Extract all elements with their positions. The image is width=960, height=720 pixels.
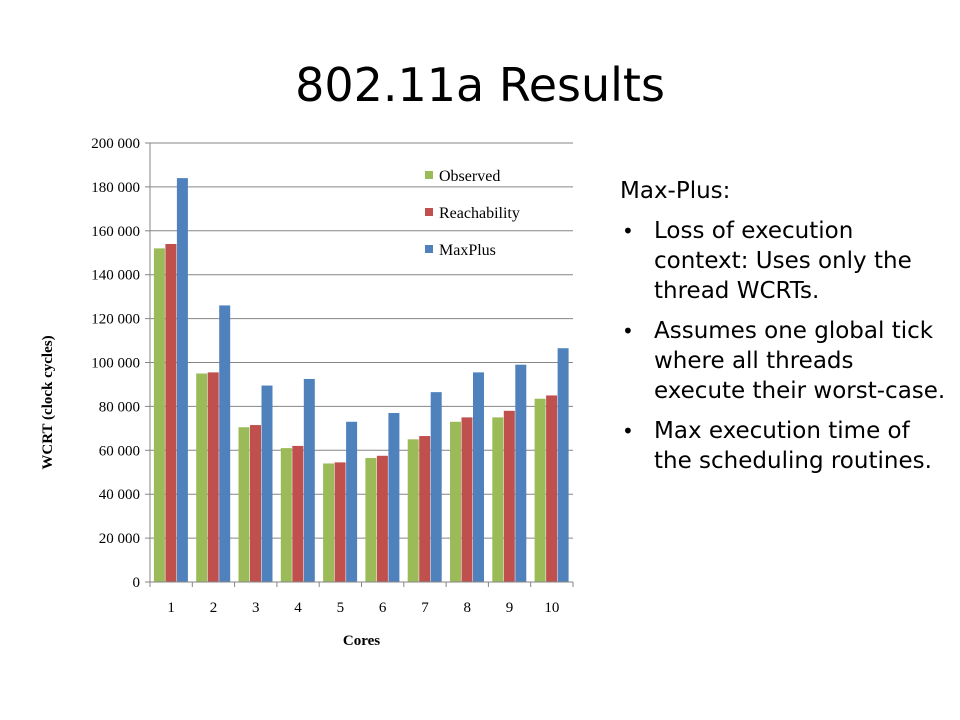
side-notes: Max-Plus: • Loss of execution context: Us… bbox=[620, 176, 950, 486]
legend-label-maxplus: MaxPlus bbox=[439, 242, 496, 259]
bar-reachability-10 bbox=[546, 395, 558, 582]
bar-maxplus-5 bbox=[346, 421, 358, 582]
bullet-item: • Max execution time of the scheduling ro… bbox=[620, 416, 950, 476]
bar-reachability-7 bbox=[419, 436, 431, 582]
bar-reachability-1 bbox=[165, 243, 177, 582]
bullet-icon: • bbox=[622, 319, 634, 343]
x-tick-label: 9 bbox=[506, 600, 514, 616]
y-tick-label: 0 bbox=[133, 575, 141, 591]
y-tick-label: 20 000 bbox=[99, 531, 140, 547]
x-tick-label: 5 bbox=[337, 600, 345, 616]
y-tick-label: 120 000 bbox=[91, 312, 140, 328]
legend-swatch-observed bbox=[425, 171, 433, 179]
legend-swatch-maxplus bbox=[425, 245, 433, 253]
bar-reachability-2 bbox=[207, 372, 219, 582]
x-axis-ticks: 1 2 3 4 5 6 7 8 9 10 bbox=[149, 582, 574, 616]
y-tick-label: 60 000 bbox=[99, 443, 140, 459]
bar-observed-1 bbox=[153, 248, 165, 583]
bar-maxplus-10 bbox=[557, 348, 569, 582]
bar-observed-7 bbox=[407, 439, 419, 582]
y-axis-title: WCRT (clock cycles) bbox=[40, 335, 56, 469]
x-tick-label: 2 bbox=[210, 600, 218, 616]
slide-title: 802.11a Results bbox=[295, 58, 665, 112]
bullet-icon: • bbox=[622, 219, 634, 243]
bullet-text: Assumes one global tick where all thread… bbox=[654, 318, 946, 404]
x-tick-label: 10 bbox=[544, 600, 559, 616]
x-tick-label: 3 bbox=[252, 600, 260, 616]
y-axis-ticks: 0 20 000 40 000 60 000 80 000 100 000 120 000 1… bbox=[91, 136, 150, 591]
y-tick-label: 180 000 bbox=[91, 180, 140, 196]
bar-maxplus-3 bbox=[261, 385, 273, 582]
bars bbox=[153, 178, 569, 583]
bullet-item: • Assumes one global tick where all threa… bbox=[620, 316, 950, 406]
legend-swatch-reachability bbox=[425, 208, 433, 216]
bar-observed-4 bbox=[280, 448, 292, 582]
bar-observed-6 bbox=[365, 457, 377, 582]
legend: Observed Reachability MaxPlus bbox=[425, 168, 520, 259]
side-heading: Max-Plus: bbox=[620, 178, 731, 204]
x-tick-label: 7 bbox=[421, 600, 429, 616]
bar-observed-2 bbox=[196, 373, 208, 582]
bar-observed-10 bbox=[534, 398, 546, 582]
bar-maxplus-8 bbox=[473, 372, 484, 582]
bar-reachability-3 bbox=[250, 425, 261, 582]
y-tick-label: 200 000 bbox=[91, 136, 140, 152]
bar-reachability-5 bbox=[334, 462, 346, 582]
x-axis-title: Cores bbox=[343, 633, 380, 649]
bullet-item: • Loss of execution context: Uses only th… bbox=[620, 216, 950, 306]
x-tick-label: 6 bbox=[379, 600, 387, 616]
bar-reachability-9 bbox=[503, 410, 515, 582]
bar-observed-5 bbox=[323, 463, 335, 582]
bar-maxplus-4 bbox=[303, 378, 315, 582]
bullet-icon: • bbox=[622, 419, 634, 443]
bar-observed-8 bbox=[450, 421, 461, 582]
legend-label-observed: Observed bbox=[439, 168, 500, 185]
bullet-text: Loss of execution context: Uses only the… bbox=[654, 218, 912, 304]
bar-reachability-8 bbox=[461, 417, 473, 582]
bar-observed-9 bbox=[492, 417, 504, 582]
x-tick-label: 4 bbox=[294, 600, 302, 616]
bullet-list: • Loss of execution context: Uses only th… bbox=[620, 216, 950, 476]
y-tick-label: 100 000 bbox=[91, 356, 140, 372]
bar-maxplus-1 bbox=[176, 178, 188, 582]
bar-maxplus-2 bbox=[219, 305, 231, 582]
bar-maxplus-6 bbox=[388, 412, 400, 582]
bar-reachability-4 bbox=[292, 445, 304, 582]
y-tick-label: 40 000 bbox=[99, 487, 140, 503]
y-tick-label: 140 000 bbox=[91, 268, 140, 284]
bar-observed-3 bbox=[238, 427, 250, 582]
bar-maxplus-9 bbox=[515, 364, 527, 582]
x-tick-label: 1 bbox=[167, 600, 175, 616]
y-tick-label: 160 000 bbox=[91, 224, 140, 240]
bullet-text: Max execution time of the scheduling rou… bbox=[654, 418, 932, 474]
y-tick-label: 80 000 bbox=[99, 399, 140, 415]
bar-reachability-6 bbox=[376, 455, 388, 582]
x-tick-label: 8 bbox=[464, 600, 472, 616]
legend-label-reachability: Reachability bbox=[439, 205, 520, 222]
bar-maxplus-7 bbox=[430, 392, 442, 582]
